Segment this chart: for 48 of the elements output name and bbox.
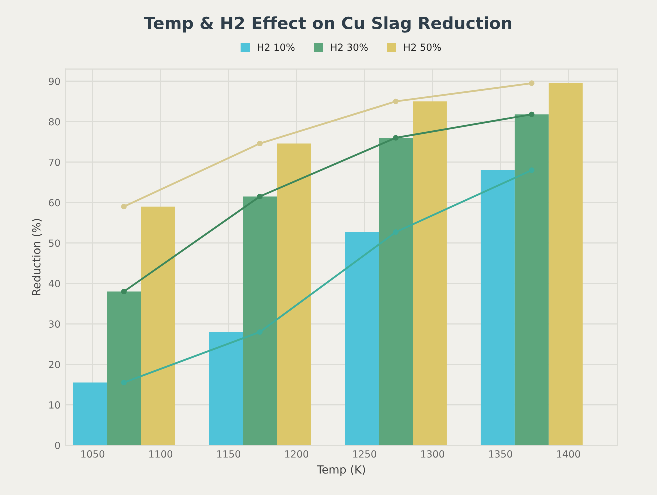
bar	[480, 170, 515, 446]
legend-label: H2 30%	[331, 44, 368, 52]
point	[393, 135, 399, 141]
y-tick-label: 70	[49, 158, 60, 166]
y-tick-label: 50	[49, 240, 60, 248]
x-tick-label: 1300	[421, 450, 444, 458]
x-tick-label: 1350	[489, 450, 512, 458]
bar	[514, 114, 549, 446]
point	[121, 380, 127, 386]
x-tick-label: 1250	[353, 450, 376, 458]
bar	[379, 138, 414, 446]
bar	[209, 332, 244, 446]
x-tick-label: 1200	[285, 450, 309, 458]
bar	[413, 102, 447, 446]
y-tick-label: 80	[49, 118, 60, 126]
point	[257, 194, 263, 200]
y-tick-label: 60	[49, 199, 60, 207]
bar	[107, 292, 142, 446]
y-tick-label: 40	[48, 280, 60, 288]
chart-title: Temp & H2 Effect on Cu Slag Reduction	[144, 16, 512, 33]
bar	[243, 196, 278, 446]
y-tick-label: 10	[50, 402, 60, 409]
y-tick-label: 20	[49, 361, 60, 368]
legend-label: H2 10%	[258, 44, 295, 52]
x-tick-label: 1150	[218, 450, 241, 458]
point	[529, 168, 535, 174]
point	[121, 204, 127, 210]
point	[257, 140, 263, 147]
y-axis-title: Reduction (%)	[32, 219, 42, 296]
y-tick-label: 30	[49, 320, 60, 328]
x-axis-title: Temp (K)	[317, 465, 366, 476]
point	[393, 230, 399, 236]
bar	[277, 144, 312, 446]
point	[121, 289, 127, 295]
point	[529, 112, 535, 118]
x-tick-label: 1050	[82, 450, 105, 458]
legend-label: H2 50%	[404, 44, 442, 52]
point	[257, 329, 263, 336]
point	[393, 98, 399, 104]
point	[529, 80, 535, 86]
y-tick-label: 90	[49, 78, 60, 86]
bar	[345, 232, 380, 446]
bar	[73, 382, 108, 446]
y-tick-label: 0	[55, 442, 60, 450]
bar	[548, 83, 583, 446]
x-tick-label: 1400	[557, 450, 580, 458]
x-tick-label: 1100	[150, 450, 173, 458]
bar	[141, 206, 176, 446]
